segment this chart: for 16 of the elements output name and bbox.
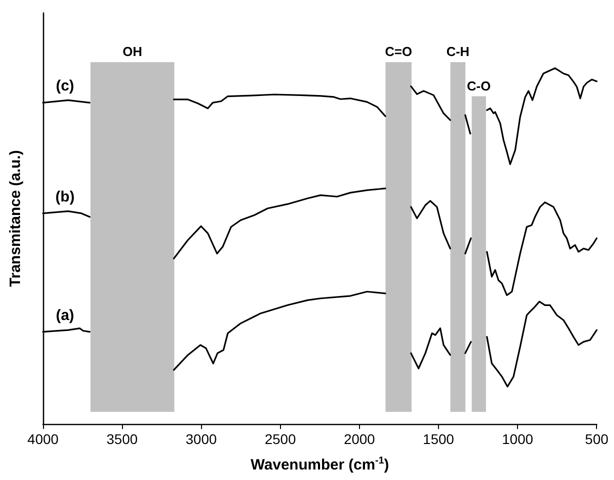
series-label: (b) xyxy=(55,188,75,206)
x-tick-label: 3000 xyxy=(186,431,217,447)
band-label: OH xyxy=(122,44,142,60)
band-label: C-O xyxy=(466,78,491,94)
x-tick-label: 1500 xyxy=(422,431,454,447)
series-label: (c) xyxy=(56,78,74,95)
y-axis-title: Transmitance (a.u.) xyxy=(7,150,24,287)
x-tick-label: 2000 xyxy=(344,431,376,447)
x-tick-label: 500 xyxy=(585,431,609,447)
band-label: C-H xyxy=(446,44,470,60)
x-tick-label: 1000 xyxy=(502,431,534,447)
x-tick-label: 4000 xyxy=(27,431,59,447)
x-tick-label: 2500 xyxy=(264,431,296,447)
x-tick-label: 3500 xyxy=(106,431,138,447)
band-label: C=O xyxy=(385,44,412,60)
series-label: (a) xyxy=(56,306,74,324)
